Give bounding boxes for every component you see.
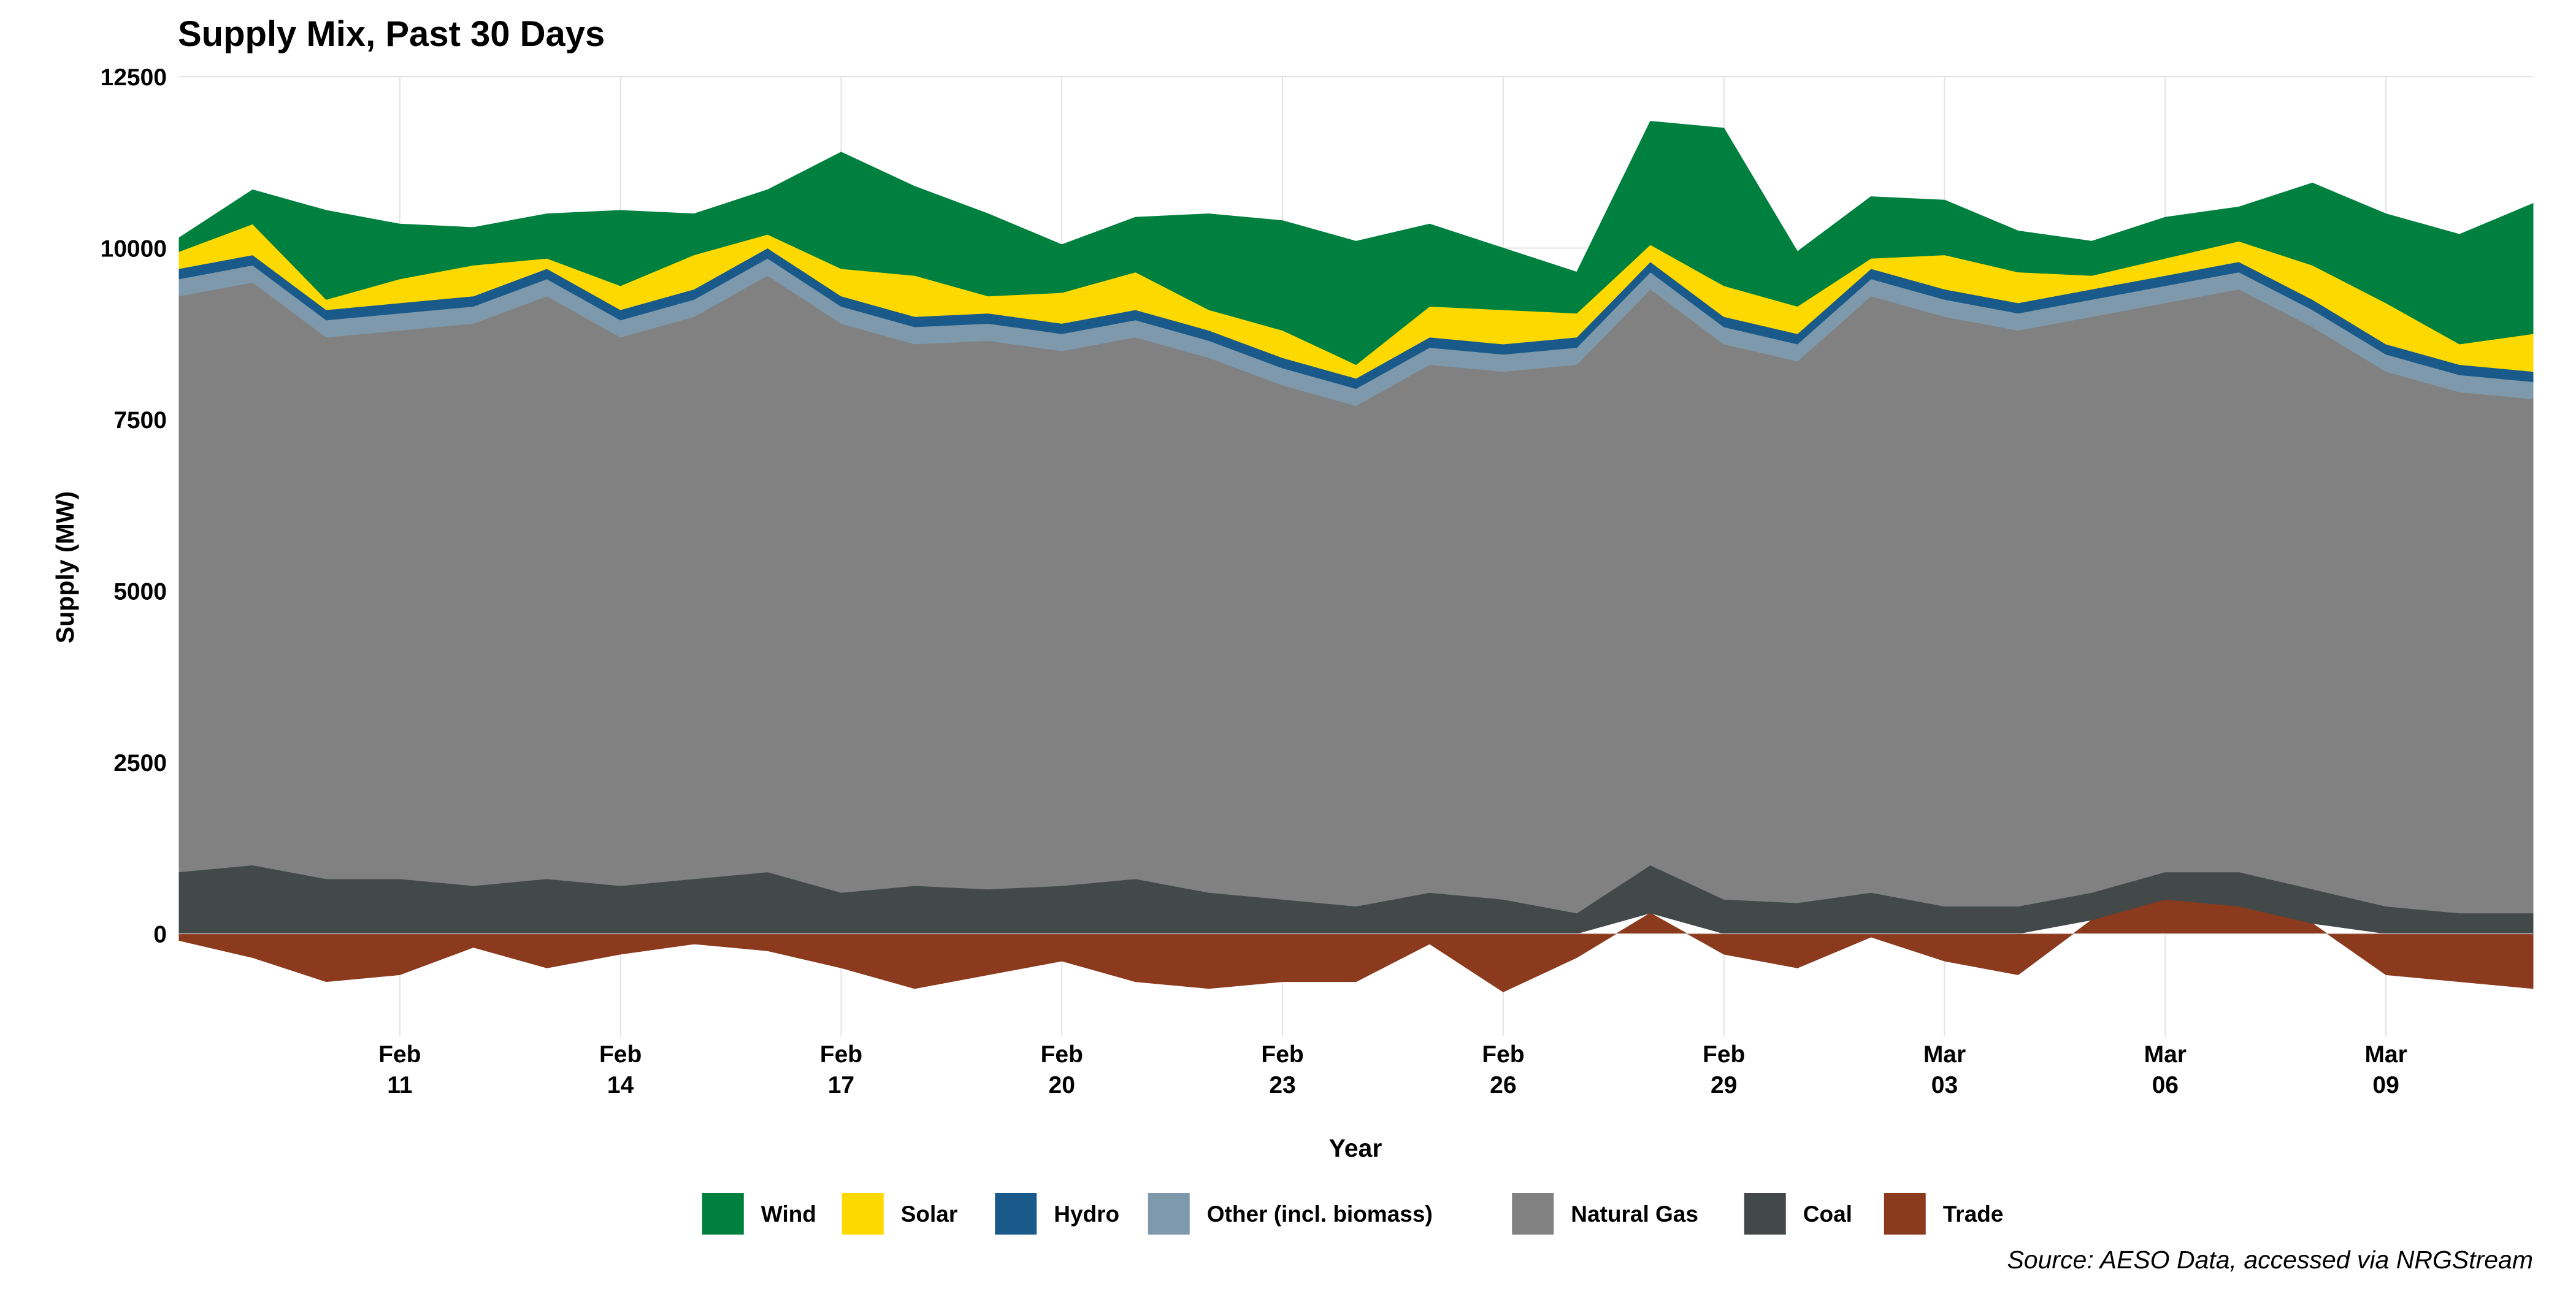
x-tick-label-day: 09 <box>2372 1072 2399 1098</box>
x-tick-label-day: 03 <box>1931 1072 1958 1098</box>
legend: Wind Solar Hydro Other (incl. biomass) Natur… <box>702 1193 2004 1235</box>
legend-label-other-incl-biomass: Other (incl. biomass) <box>1207 1201 1433 1227</box>
x-tick-label-month: Feb <box>1703 1041 1745 1068</box>
y-tick-label: 10000 <box>101 236 167 262</box>
x-tick-label-day: 14 <box>607 1072 634 1098</box>
y-tick-label: 5000 <box>113 578 167 605</box>
x-tick-label-day: 26 <box>1490 1072 1516 1098</box>
series-area-wind <box>178 121 2534 366</box>
legend-label-hydro: Hydro <box>1054 1201 1119 1227</box>
legend-swatch-hydro <box>995 1193 1037 1235</box>
x-tick-label-month: Feb <box>1261 1041 1303 1068</box>
x-tick-label-month: Feb <box>1482 1041 1524 1068</box>
x-tick-label-month: Mar <box>1923 1041 1966 1068</box>
legend-swatch-other-incl-biomass <box>1148 1193 1190 1235</box>
x-tick-label-day: 06 <box>2152 1072 2179 1098</box>
legend-swatch-coal <box>1744 1193 1786 1235</box>
area-layer <box>178 121 2534 992</box>
y-axis: 0 2500 5000 7500 10000 12500 <box>101 64 167 948</box>
x-tick-label-day: 20 <box>1049 1072 1075 1098</box>
x-tick-label-day: 11 <box>387 1072 412 1098</box>
y-tick-label: 2500 <box>113 750 167 776</box>
legend-label-solar: Solar <box>901 1201 958 1227</box>
legend-label-natural-gas: Natural Gas <box>1571 1201 1698 1227</box>
legend-label-wind: Wind <box>761 1201 816 1227</box>
x-tick-label-month: Feb <box>378 1041 421 1068</box>
x-tick-label-day: 17 <box>828 1072 854 1098</box>
x-tick-label-month: Mar <box>2364 1041 2407 1068</box>
y-tick-label: 7500 <box>113 407 167 434</box>
x-axis-label: Year <box>1329 1134 1382 1162</box>
legend-swatch-wind <box>702 1193 744 1235</box>
legend-swatch-solar <box>841 1193 884 1235</box>
legend-label-coal: Coal <box>1803 1201 1852 1227</box>
x-tick-label-day: 23 <box>1269 1072 1295 1098</box>
source-note: Source: AESO Data, accessed via NRGStrea… <box>2007 1246 2533 1274</box>
legend-swatch-trade <box>1884 1193 1926 1235</box>
y-tick-label: 0 <box>153 921 167 948</box>
x-tick-label-day: 29 <box>1711 1072 1737 1098</box>
chart-title: Supply Mix, Past 30 Days <box>178 14 605 54</box>
x-axis: Feb 11 Feb 14 Feb 17 Feb 20 Feb 23 Feb 26 Feb 29 Mar 03… <box>378 1041 2407 1098</box>
legend-swatch-natural-gas <box>1512 1193 1554 1235</box>
x-tick-label-month: Mar <box>2144 1041 2187 1068</box>
y-axis-label: Supply (MW) <box>51 491 79 643</box>
x-tick-label-month: Feb <box>820 1041 862 1068</box>
x-tick-label-month: Feb <box>599 1041 642 1068</box>
y-tick-label: 12500 <box>101 64 167 91</box>
x-tick-label-month: Feb <box>1041 1041 1083 1068</box>
legend-label-trade: Trade <box>1943 1201 2004 1227</box>
